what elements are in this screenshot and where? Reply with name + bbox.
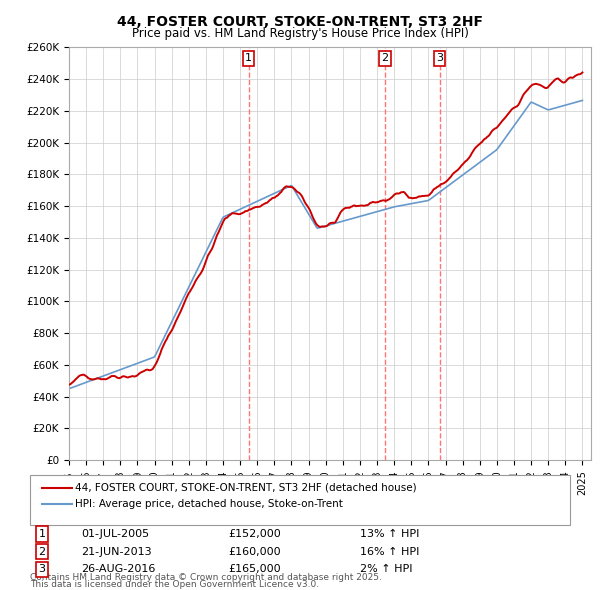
Text: 1: 1 bbox=[38, 529, 46, 539]
Text: 3: 3 bbox=[38, 565, 46, 574]
Text: 44, FOSTER COURT, STOKE-ON-TRENT, ST3 2HF: 44, FOSTER COURT, STOKE-ON-TRENT, ST3 2H… bbox=[117, 15, 483, 29]
Text: Price paid vs. HM Land Registry's House Price Index (HPI): Price paid vs. HM Land Registry's House … bbox=[131, 27, 469, 40]
Text: 1: 1 bbox=[245, 54, 252, 63]
Text: 2: 2 bbox=[382, 54, 389, 63]
Text: 26-AUG-2016: 26-AUG-2016 bbox=[81, 565, 155, 574]
Text: 01-JUL-2005: 01-JUL-2005 bbox=[81, 529, 149, 539]
Text: 2% ↑ HPI: 2% ↑ HPI bbox=[360, 565, 413, 574]
Text: 44, FOSTER COURT, STOKE-ON-TRENT, ST3 2HF (detached house): 44, FOSTER COURT, STOKE-ON-TRENT, ST3 2H… bbox=[75, 483, 416, 493]
Text: HPI: Average price, detached house, Stoke-on-Trent: HPI: Average price, detached house, Stok… bbox=[75, 500, 343, 509]
Text: £152,000: £152,000 bbox=[228, 529, 281, 539]
Text: 3: 3 bbox=[436, 54, 443, 63]
Text: £165,000: £165,000 bbox=[228, 565, 281, 574]
Text: 16% ↑ HPI: 16% ↑ HPI bbox=[360, 547, 419, 556]
Text: Contains HM Land Registry data © Crown copyright and database right 2025.: Contains HM Land Registry data © Crown c… bbox=[30, 573, 382, 582]
Text: 21-JUN-2013: 21-JUN-2013 bbox=[81, 547, 152, 556]
Text: This data is licensed under the Open Government Licence v3.0.: This data is licensed under the Open Gov… bbox=[30, 580, 319, 589]
Text: £160,000: £160,000 bbox=[228, 547, 281, 556]
Text: 13% ↑ HPI: 13% ↑ HPI bbox=[360, 529, 419, 539]
Text: 2: 2 bbox=[38, 547, 46, 556]
